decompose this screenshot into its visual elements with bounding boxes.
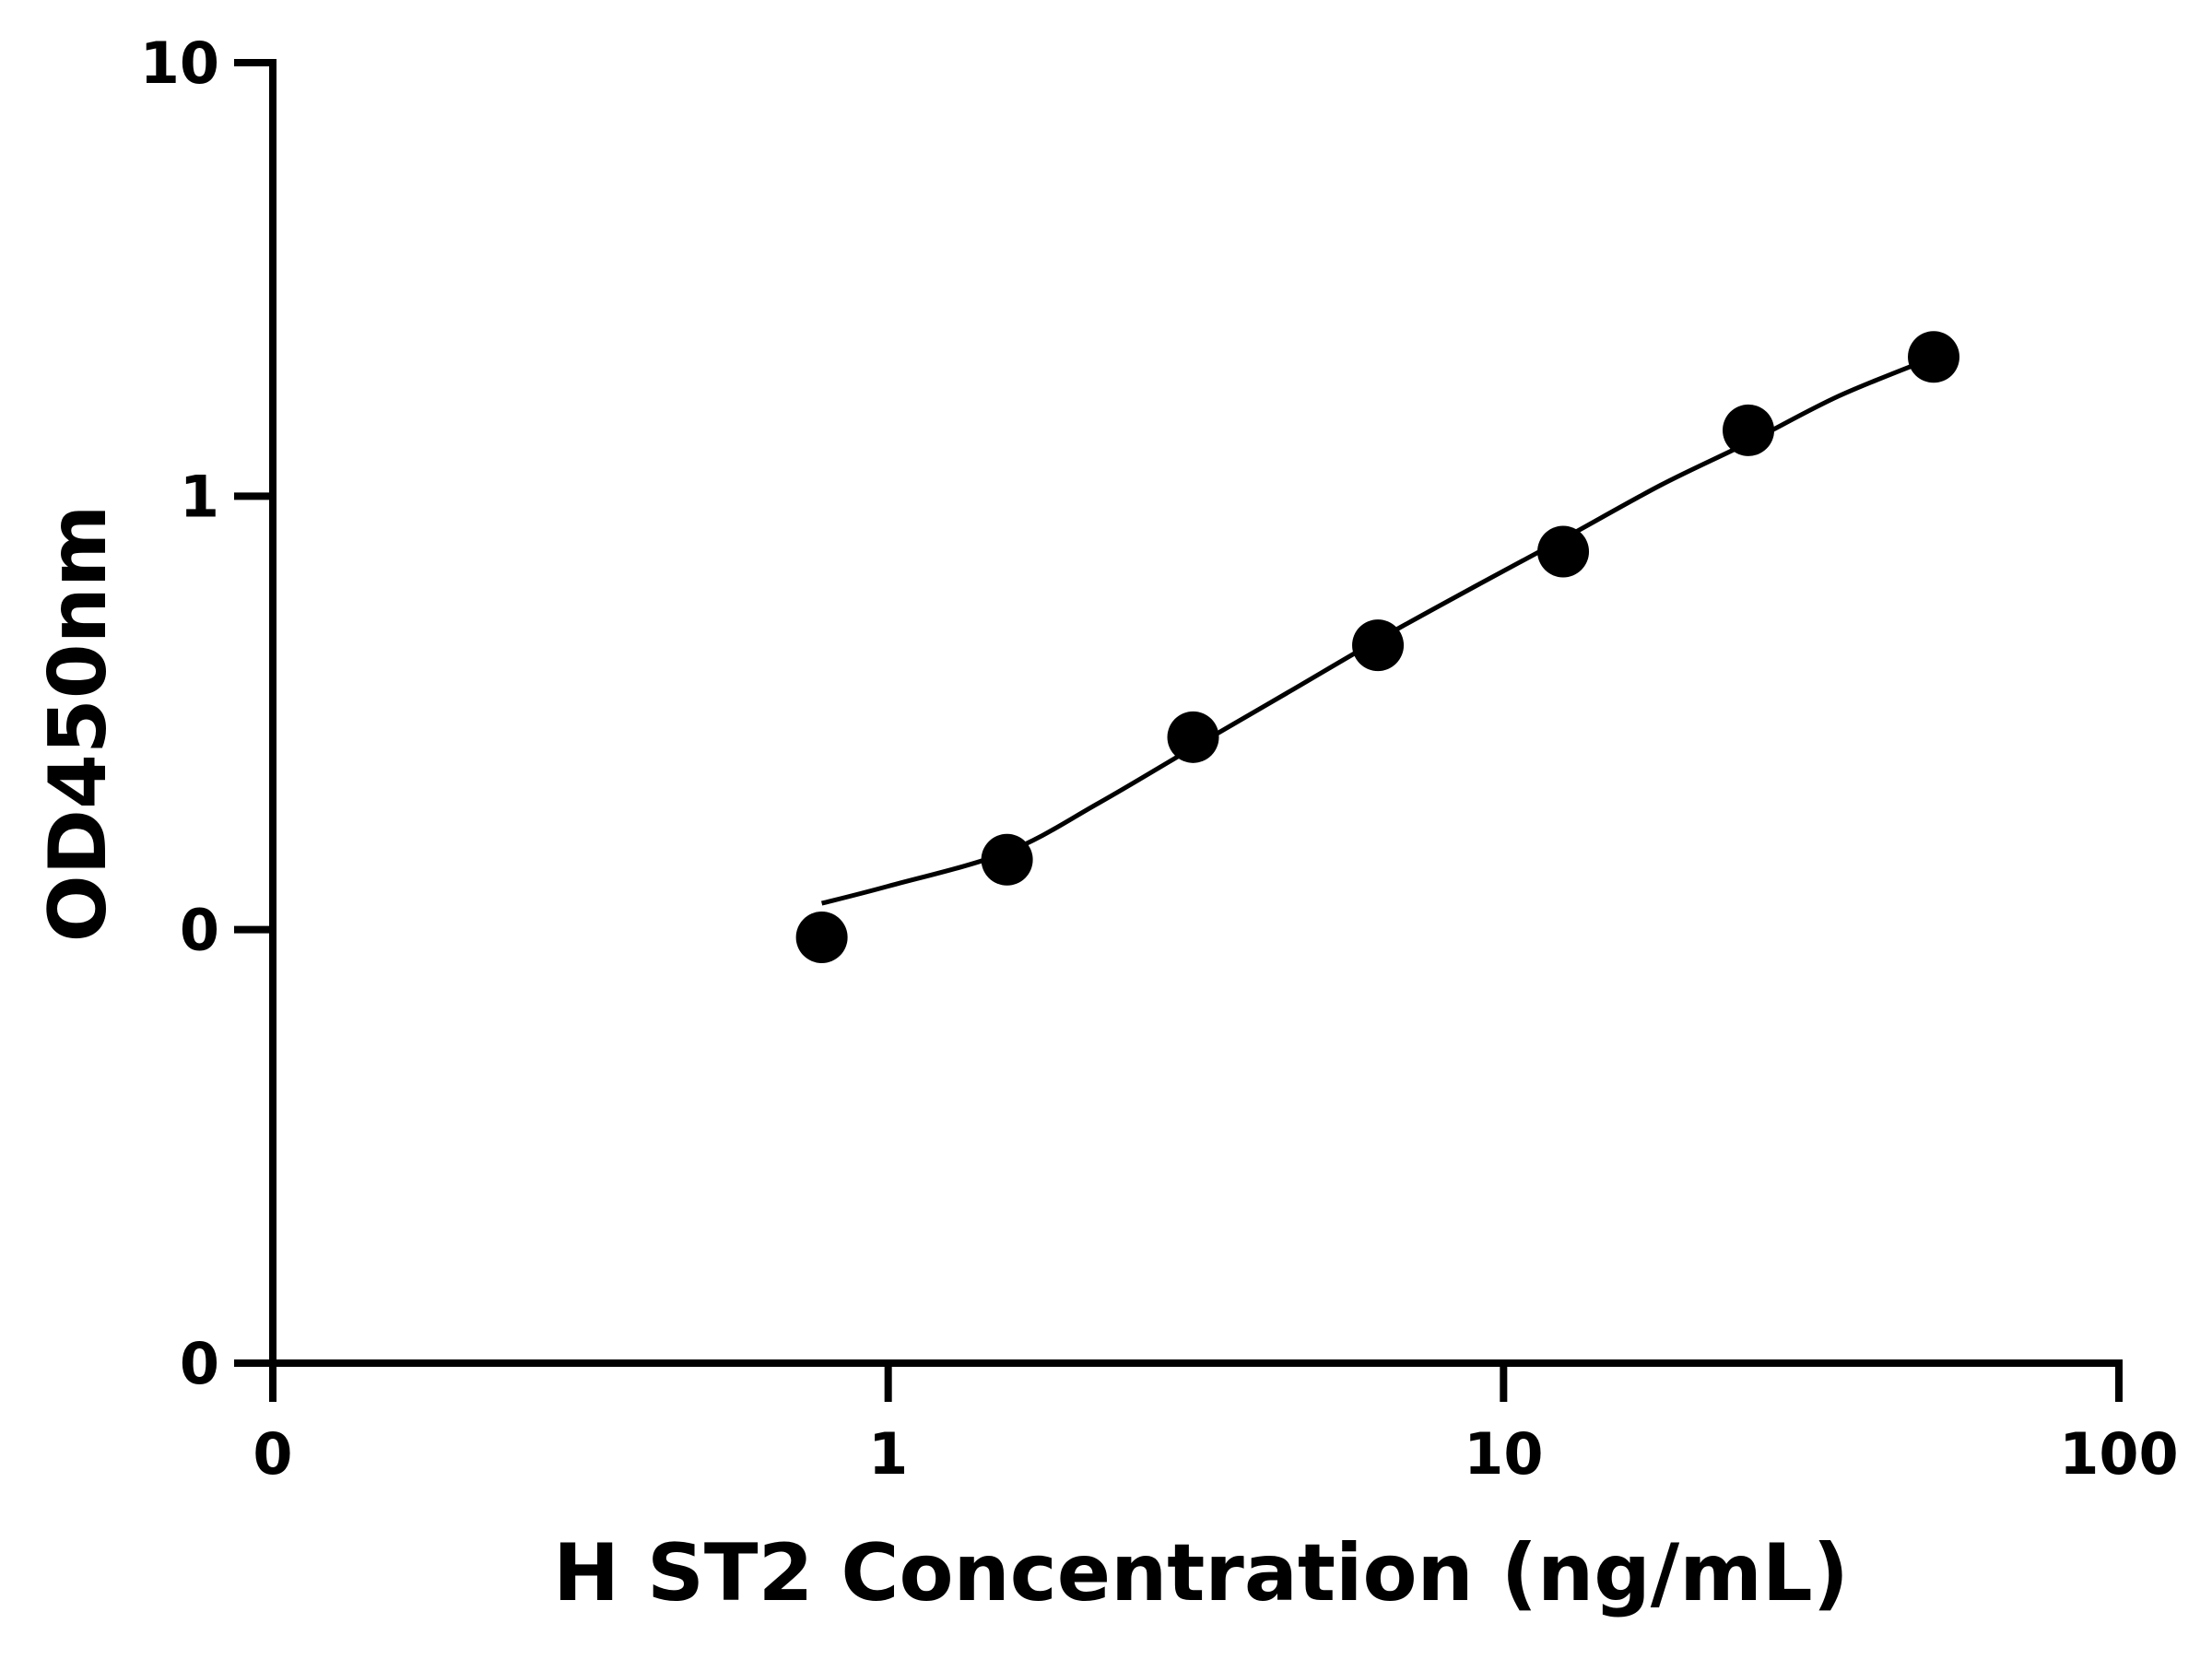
data-point [1723,404,1775,456]
x-tick-label: 1 [868,1420,908,1488]
data-point [1352,619,1405,672]
data-series [795,331,1960,964]
data-point [1908,331,1960,383]
x-tick-label: 10 [1464,1420,1543,1488]
x-tick-label: 100 [2059,1420,2178,1488]
x-tick-label: 0 [253,1420,292,1488]
y-tick-label: 0 [180,897,219,964]
data-point [981,833,1033,886]
x-axis-title: H ST2 Concentration (ng/mL) [553,1527,1849,1619]
data-point [1167,711,1219,763]
data-point [795,912,848,964]
y-axis-title: OD450nm [32,505,124,943]
y-tick-label: 10 [140,29,219,97]
y-tick-label: 0 [180,1330,219,1397]
axes [269,59,2123,1367]
data-point [1537,525,1590,578]
y-tick-label: 1 [180,463,219,530]
